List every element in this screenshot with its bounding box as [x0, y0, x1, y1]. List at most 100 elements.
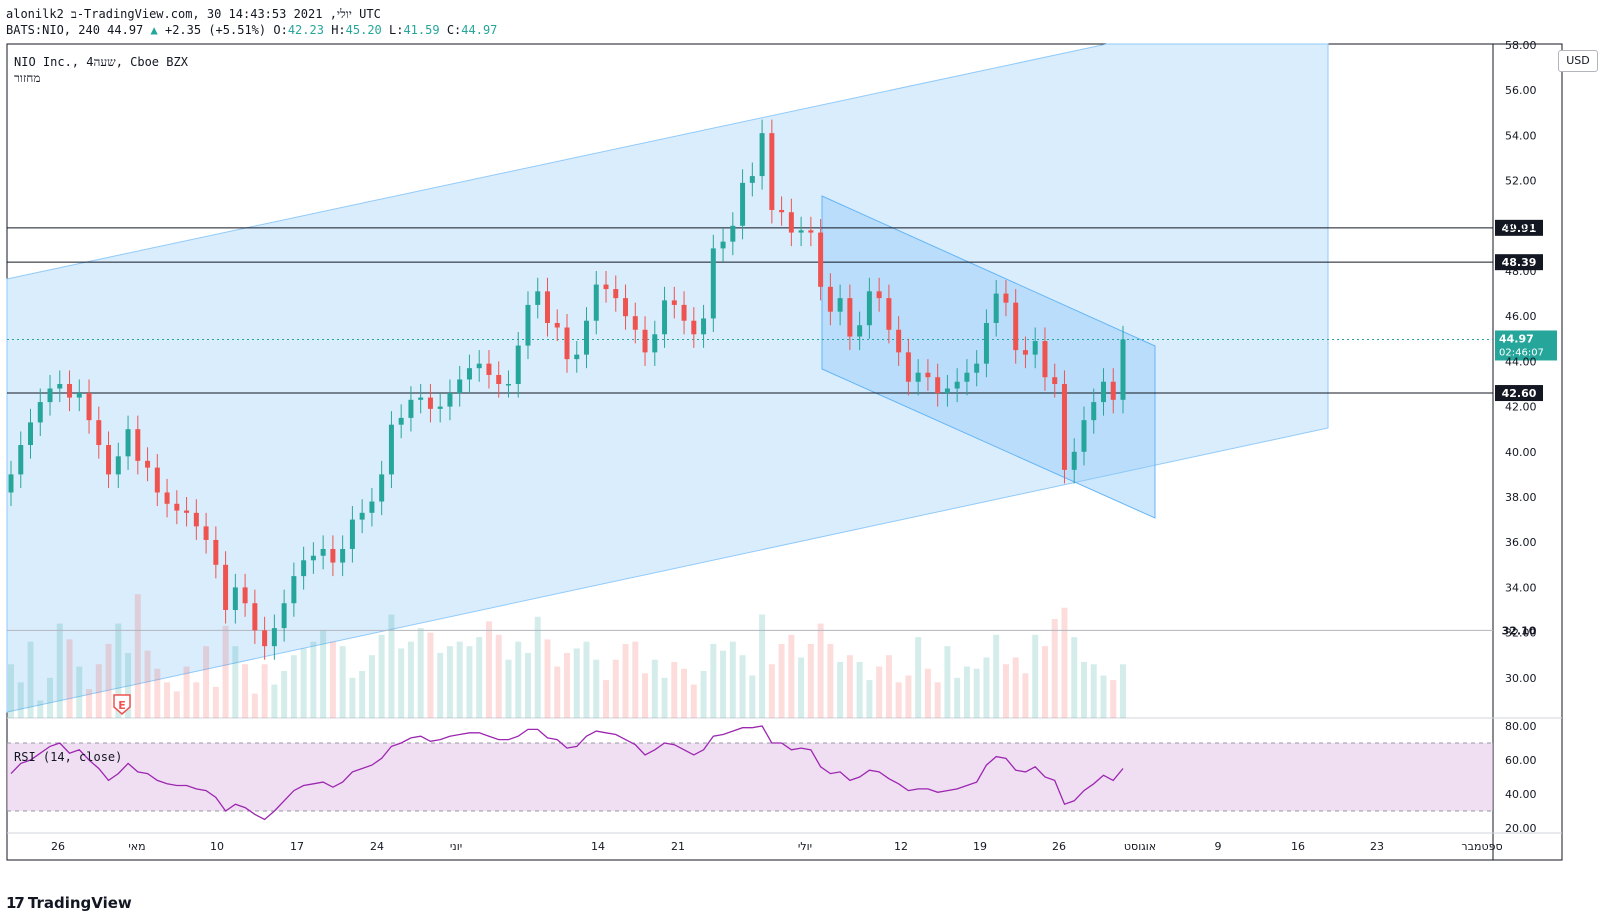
volume-bar: [485, 621, 492, 718]
candle-body: [827, 286, 833, 312]
candle-body: [993, 293, 999, 323]
candle-body: [983, 322, 989, 364]
volume-bar: [817, 623, 824, 718]
time-tick-label: 9: [1215, 840, 1222, 853]
candle-body: [554, 322, 560, 328]
volume-bar: [173, 691, 180, 718]
candle-body: [125, 429, 131, 457]
volume-bar: [56, 623, 63, 718]
volume-bar: [963, 666, 970, 718]
volume-bar: [320, 630, 327, 718]
volume-bar: [642, 673, 649, 718]
time-tick-label: 21: [671, 840, 685, 853]
volume-bar: [759, 614, 766, 718]
time-tick-label: 17: [290, 840, 304, 853]
time-tick-label: 26: [51, 840, 65, 853]
volume-bar: [983, 657, 990, 718]
candle-body: [86, 393, 92, 421]
candle-body: [57, 384, 63, 389]
volume-bar: [359, 671, 366, 718]
volume-bar: [437, 652, 444, 718]
volume-bar: [37, 700, 44, 718]
price-tick-label: 52.00: [1505, 175, 1537, 188]
candle-body: [525, 304, 531, 346]
candle-body: [447, 393, 453, 407]
volume-bar: [164, 682, 171, 718]
volume-bar: [729, 641, 736, 718]
candle-body: [691, 320, 697, 335]
volume-bar: [583, 641, 590, 718]
level-label: 42.60: [1502, 387, 1537, 400]
candle-body: [408, 399, 414, 418]
rsi-tick-label: 80.00: [1505, 720, 1537, 733]
candle-body: [1032, 341, 1038, 355]
price-tick-label: 46.00: [1505, 310, 1537, 323]
volume-bar: [134, 594, 141, 718]
candle-body: [18, 445, 24, 475]
currency-button[interactable]: USD: [1558, 50, 1598, 72]
price-tick-label: 44.00: [1505, 355, 1537, 368]
volume-bar: [1032, 634, 1039, 718]
volume-bar: [86, 689, 93, 718]
price-change: +2.35 (+5.51%): [164, 23, 267, 37]
candle-body: [749, 176, 755, 183]
time-tick-label: 16: [1291, 840, 1305, 853]
candle-body: [974, 363, 980, 373]
volume-bar: [798, 657, 805, 718]
candle-body: [701, 318, 707, 335]
time-tick-label: יולי: [798, 840, 812, 853]
candle-body: [281, 603, 287, 629]
price-tick-label: 34.00: [1505, 581, 1537, 594]
candle-body: [388, 424, 394, 475]
price-tick-label: 30.00: [1505, 672, 1537, 685]
candle-body: [223, 564, 229, 610]
time-tick-label: 19: [973, 840, 987, 853]
candle-body: [964, 372, 970, 382]
volume-bar: [993, 634, 1000, 718]
candle-body: [359, 512, 365, 520]
candle-body: [37, 402, 43, 423]
price-tick-label: 38.00: [1505, 491, 1537, 504]
volume-bar: [427, 632, 434, 718]
volume-bar: [739, 655, 746, 718]
candle-body: [847, 298, 853, 337]
time-tick-label: יוני: [450, 840, 462, 853]
volume-bar: [895, 682, 902, 718]
volume-bar: [76, 666, 83, 718]
price-tick-label: 42.00: [1505, 401, 1537, 414]
candle-body: [184, 510, 190, 513]
volume-bar: [115, 623, 122, 718]
chart-legend: NIO Inc., 4שעה, Cboe BZX מחזור: [14, 54, 188, 86]
volume-bar: [1120, 664, 1126, 718]
candle-body: [769, 133, 775, 210]
candle-body: [1052, 377, 1058, 384]
legend-volume-label: מחזור: [14, 71, 41, 85]
level-label: 32.10: [1502, 624, 1537, 637]
candle-body: [96, 420, 102, 446]
candle-body: [301, 560, 307, 577]
candle-body: [1003, 293, 1009, 303]
candle-body: [1022, 350, 1028, 355]
candle-body: [154, 467, 160, 493]
candle-body: [798, 230, 804, 233]
candle-body: [486, 363, 492, 375]
volume-bar: [954, 677, 961, 718]
time-tick-label: 14: [591, 840, 605, 853]
earnings-marker-label: E: [118, 699, 126, 712]
candle-body: [262, 630, 268, 647]
candle-body: [330, 548, 336, 563]
candle-body: [788, 212, 794, 233]
volume-bar: [807, 643, 814, 718]
close-value: 44.97: [461, 23, 498, 37]
volume-bar: [690, 684, 697, 718]
candle-body: [320, 548, 326, 556]
candle-body: [437, 406, 443, 409]
candle-body: [603, 284, 609, 290]
price-tick-label: 36.00: [1505, 536, 1537, 549]
candle-body: [808, 230, 814, 233]
rising-channel: [6, 43, 1329, 713]
candle-body: [505, 384, 511, 386]
volume-bar: [456, 641, 463, 718]
candle-body: [935, 377, 941, 394]
